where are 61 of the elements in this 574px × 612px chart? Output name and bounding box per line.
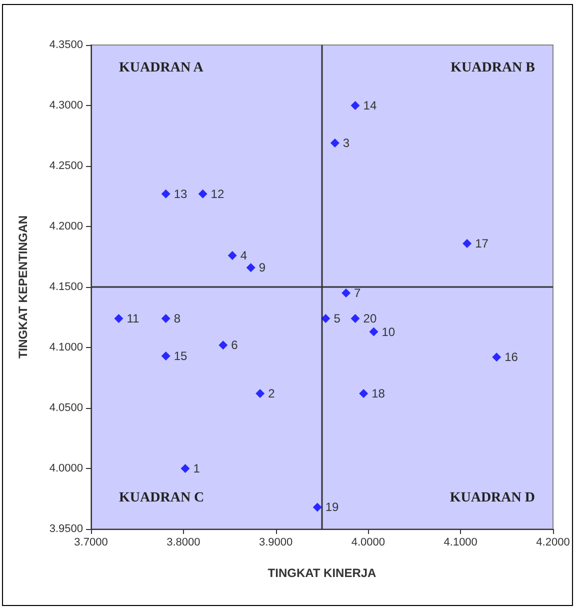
x-tick-label: 4.1000 bbox=[444, 536, 478, 548]
x-tick-label: 4.2000 bbox=[536, 536, 570, 548]
annotation: 5 bbox=[334, 311, 341, 326]
x-tick-label: 4.0000 bbox=[351, 536, 386, 548]
annotation: 14 bbox=[363, 98, 377, 112]
x-tick-label: 3.9000 bbox=[258, 536, 293, 548]
x-tick-label: 3.7000 bbox=[74, 536, 108, 548]
point bbox=[161, 314, 170, 323]
x-axis-title: TINGKAT KINERJA bbox=[268, 566, 377, 580]
point bbox=[161, 351, 170, 360]
annotation: 15 bbox=[174, 348, 188, 363]
point bbox=[180, 464, 190, 473]
annotation: 12 bbox=[210, 186, 224, 201]
point bbox=[312, 502, 322, 512]
point bbox=[359, 388, 368, 398]
point bbox=[228, 251, 237, 260]
y-tick-label: 4.2500 bbox=[49, 160, 83, 172]
annotation: 3 bbox=[342, 136, 350, 150]
y-tick-label: 4.1500 bbox=[49, 281, 83, 293]
point bbox=[114, 314, 124, 323]
y-tick-label: 4.2000 bbox=[49, 220, 83, 232]
annotation: 16 bbox=[504, 350, 518, 364]
point bbox=[218, 340, 228, 350]
y-axis-title: TINGKAT KEPENTINGAN bbox=[16, 215, 30, 359]
point bbox=[492, 352, 502, 362]
point bbox=[246, 263, 256, 272]
annotation: 20 bbox=[363, 311, 377, 326]
point bbox=[342, 288, 351, 298]
annotation: 13 bbox=[174, 186, 188, 201]
point bbox=[350, 314, 360, 323]
annotation: 18 bbox=[372, 386, 386, 400]
y-tick-label: 4.0500 bbox=[49, 402, 83, 414]
point bbox=[369, 327, 378, 336]
point bbox=[350, 101, 360, 110]
annotation: 2 bbox=[268, 386, 276, 400]
annotation: KUADRAN C bbox=[119, 490, 204, 506]
annotation: 17 bbox=[475, 236, 489, 250]
point bbox=[256, 388, 265, 398]
y-tick-label: 4.3500 bbox=[49, 39, 83, 51]
annotation: 10 bbox=[382, 324, 396, 339]
point bbox=[161, 189, 170, 198]
point bbox=[462, 238, 472, 248]
annotation: 1 bbox=[193, 462, 200, 476]
point bbox=[198, 189, 208, 198]
point bbox=[321, 314, 330, 323]
annotation: 11 bbox=[126, 311, 140, 326]
y-tick-label: 4.0000 bbox=[49, 462, 83, 474]
point bbox=[330, 138, 340, 148]
annotation: 4 bbox=[240, 248, 248, 263]
y-tick-label: 4.1000 bbox=[49, 342, 83, 354]
annotation: KUADRAN B bbox=[450, 60, 535, 76]
annotation: 8 bbox=[174, 311, 181, 326]
annotation: KUADRAN A bbox=[119, 60, 204, 76]
x-tick-label: 3.8000 bbox=[166, 536, 200, 548]
annotation: 19 bbox=[325, 500, 340, 514]
annotation: 9 bbox=[258, 260, 266, 275]
annotation: KUADRAN D bbox=[450, 490, 536, 506]
annotation: 6 bbox=[231, 338, 238, 352]
y-tick-label: 3.9500 bbox=[49, 523, 83, 535]
annotation: 7 bbox=[354, 286, 362, 300]
y-tick-label: 4.3000 bbox=[49, 100, 83, 112]
